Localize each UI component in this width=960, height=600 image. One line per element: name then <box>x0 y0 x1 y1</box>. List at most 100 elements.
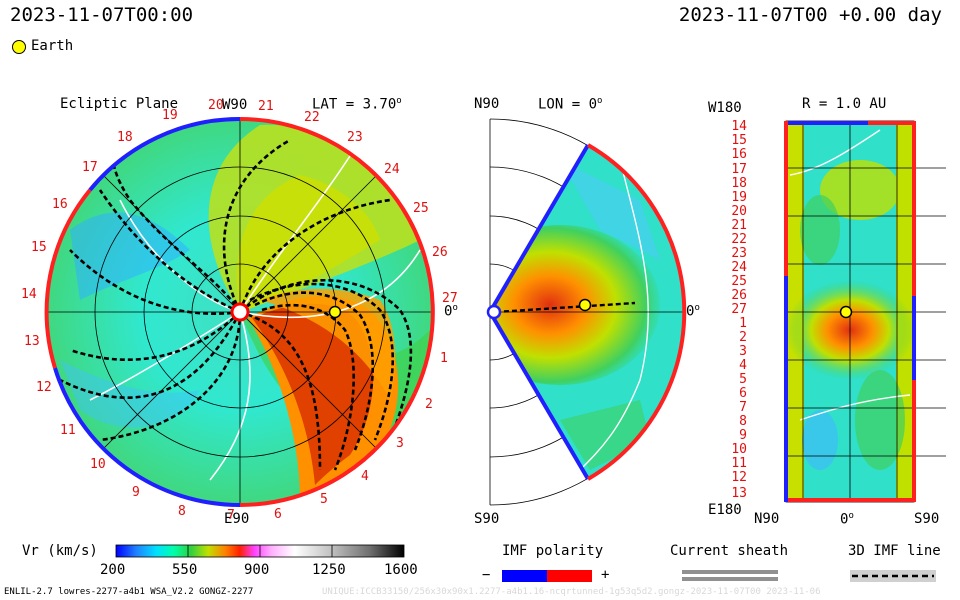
current-sheath-legend-swatch <box>682 570 778 581</box>
datetime-left: 2023-11-07T00:00 <box>10 4 194 26</box>
imf-polarity-legend <box>502 570 592 582</box>
svg-text:5: 5 <box>739 372 747 387</box>
svg-text:6: 6 <box>274 507 282 522</box>
footer-left: ENLIL-2.7 lowres-2277-a4b1 WSA_V2.2 GONG… <box>4 587 254 597</box>
svg-text:14: 14 <box>21 287 37 302</box>
svg-text:11: 11 <box>60 423 76 438</box>
svg-text:26: 26 <box>432 245 448 260</box>
svg-text:27: 27 <box>731 302 747 317</box>
ecliptic-bottom-label: E90 <box>224 511 250 527</box>
svg-text:8: 8 <box>739 414 747 429</box>
svg-text:17: 17 <box>731 162 747 177</box>
svg-text:3: 3 <box>396 436 404 451</box>
earth-marker-icon <box>12 40 26 54</box>
imf-polarity-plus: + <box>601 567 610 583</box>
svg-text:15: 15 <box>31 240 47 255</box>
svg-text:4: 4 <box>361 469 369 484</box>
svg-text:22: 22 <box>304 110 320 125</box>
colorbar-label: Vr (km/s) <box>22 543 98 559</box>
svg-text:21: 21 <box>258 99 274 114</box>
svg-text:12: 12 <box>731 470 747 485</box>
current-sheath-title: Current sheath <box>670 543 789 559</box>
svg-text:18: 18 <box>117 130 133 145</box>
sun-marker <box>230 302 250 322</box>
earth-legend-label: Earth <box>31 38 74 54</box>
svg-text:22: 22 <box>731 232 747 247</box>
svg-text:19: 19 <box>162 108 178 123</box>
colorbar-tick-200: 200 <box>100 562 126 578</box>
svg-text:17: 17 <box>82 160 98 175</box>
colorbar-tick-1250: 1250 <box>312 562 346 578</box>
meridional-right-label: 0o <box>686 303 700 320</box>
meridional-plane-panel <box>486 118 687 506</box>
meridional-top-label: N90 <box>474 96 500 112</box>
imf-polarity-minus: − <box>482 567 491 583</box>
svg-text:5: 5 <box>320 492 328 507</box>
svg-text:21: 21 <box>731 218 747 233</box>
svg-text:9: 9 <box>132 485 140 500</box>
meridional-lon-label: LON = 0o <box>538 96 603 113</box>
imf-line-title: 3D IMF line <box>848 543 941 559</box>
svg-text:9: 9 <box>739 428 747 443</box>
svg-text:12: 12 <box>36 380 52 395</box>
ecliptic-title: Ecliptic Plane <box>60 96 179 112</box>
svg-text:19: 19 <box>731 190 747 205</box>
colorbar-tick-550: 550 <box>172 562 198 578</box>
svg-text:16: 16 <box>52 197 68 212</box>
earth-radial-marker <box>839 305 853 319</box>
radial-x-label-s90: S90 <box>914 511 940 527</box>
svg-text:13: 13 <box>731 486 747 501</box>
radial-top-label: W180 <box>708 100 742 116</box>
colorbar-tick-1600: 1600 <box>384 562 418 578</box>
svg-text:24: 24 <box>384 162 400 177</box>
earth-ecliptic-marker <box>328 305 342 319</box>
svg-text:15: 15 <box>731 133 747 148</box>
svg-text:25: 25 <box>413 201 429 216</box>
radial-y-numbers: 14 15 16 17 18 19 20 21 22 23 24 25 26 2… <box>731 119 747 501</box>
svg-text:24: 24 <box>731 260 747 275</box>
radial-bottom-label: E180 <box>708 502 742 518</box>
svg-text:23: 23 <box>347 130 363 145</box>
radial-title: R = 1.0 AU <box>802 96 887 112</box>
footer-right: UNIQUE:ICCB33150/256x30x90x1.2277-a4b1.1… <box>322 587 821 597</box>
ecliptic-lat-label: LAT = 3.70o <box>312 96 402 113</box>
earth-meridional-marker <box>578 298 592 312</box>
ecliptic-right-label: 0o <box>444 303 458 320</box>
svg-text:25: 25 <box>731 274 747 289</box>
svg-text:20: 20 <box>208 98 224 113</box>
svg-text:13: 13 <box>24 334 40 349</box>
radial-x-label-0: 0o <box>840 511 854 528</box>
svg-text:6: 6 <box>739 386 747 401</box>
ecliptic-rotation-numbers: 1 2 3 4 5 6 7 8 9 10 11 12 13 14 15 16 1… <box>21 98 458 523</box>
svg-text:10: 10 <box>90 457 106 472</box>
svg-text:14: 14 <box>731 119 747 134</box>
svg-text:23: 23 <box>731 246 747 261</box>
svg-text:1: 1 <box>440 351 448 366</box>
svg-text:1: 1 <box>739 316 747 331</box>
colorbar-tick-900: 900 <box>244 562 270 578</box>
svg-text:20: 20 <box>731 204 747 219</box>
svg-text:27: 27 <box>442 291 458 306</box>
svg-text:11: 11 <box>731 456 747 471</box>
svg-text:4: 4 <box>739 358 747 373</box>
svg-text:18: 18 <box>731 176 747 191</box>
svg-text:10: 10 <box>731 442 747 457</box>
radial-panel: 14 15 16 17 18 19 20 21 22 23 24 25 26 2… <box>731 119 946 503</box>
meridional-bottom-label: S90 <box>474 511 500 527</box>
svg-text:3: 3 <box>739 344 747 359</box>
radial-x-label-n90: N90 <box>754 511 780 527</box>
ecliptic-top-label: W90 <box>222 97 248 113</box>
svg-text:2: 2 <box>739 330 747 345</box>
imf-polarity-title: IMF polarity <box>502 543 604 559</box>
svg-text:26: 26 <box>731 288 747 303</box>
svg-text:8: 8 <box>178 504 186 519</box>
imf-line-legend-swatch <box>850 570 936 582</box>
ecliptic-plane-panel: 1 2 3 4 5 6 7 8 9 10 11 12 13 14 15 16 1… <box>21 98 458 523</box>
svg-text:16: 16 <box>731 147 747 162</box>
datetime-right: 2023-11-07T00 +0.00 day <box>678 4 942 26</box>
svg-text:2: 2 <box>425 397 433 412</box>
svg-text:7: 7 <box>227 508 235 523</box>
svg-text:7: 7 <box>739 400 747 415</box>
velocity-colorbar <box>115 544 405 558</box>
